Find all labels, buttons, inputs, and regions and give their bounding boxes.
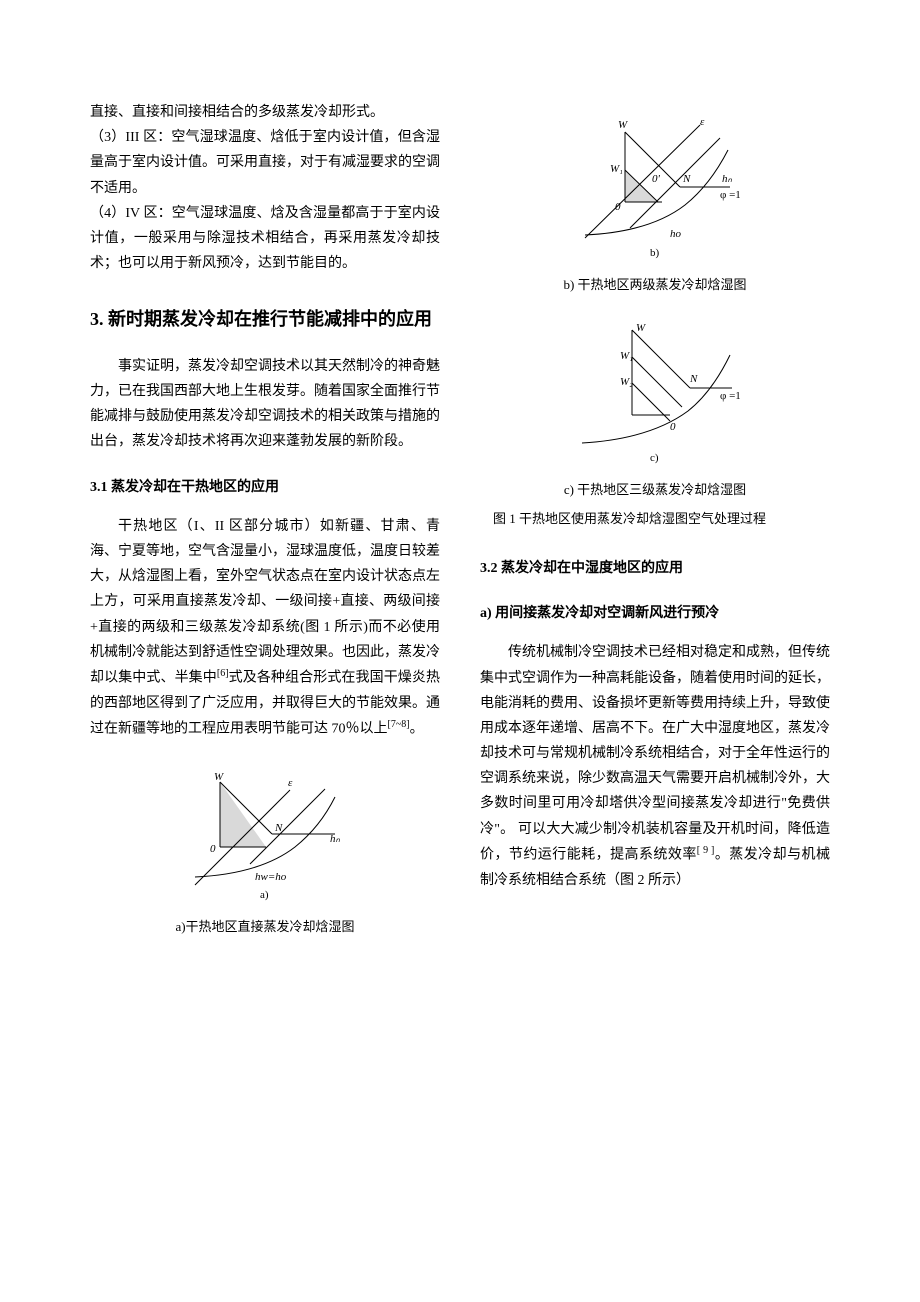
ref-9: [ 9 ] bbox=[697, 845, 715, 856]
para-multi-stage: 直接、直接和间接相结合的多级蒸发冷却形式。 bbox=[90, 100, 440, 125]
psychrometric-diagram-b-icon: W W₁ 0 0' N ε φ =100% hₙ ho b) bbox=[570, 110, 740, 269]
svg-text:φ =100%: φ =100% bbox=[720, 390, 740, 402]
svg-text:N: N bbox=[682, 173, 691, 185]
section-3-1-heading: 3.1 蒸发冷却在干热地区的应用 bbox=[90, 475, 440, 500]
svg-text:c): c) bbox=[650, 452, 659, 464]
section-3-2-heading: 3.2 蒸发冷却在中湿度地区的应用 bbox=[480, 556, 830, 581]
para-zone3: （3）III 区：空气湿球温度、焓低于室内设计值，但含湿量高于室内设计值。可采用… bbox=[90, 125, 440, 201]
svg-text:W₁: W₁ bbox=[620, 350, 633, 362]
svg-text:φ =100%: φ =100% bbox=[720, 189, 740, 201]
svg-text:W₁: W₁ bbox=[610, 163, 623, 175]
section-3-heading: 3. 新时期蒸发冷却在推行节能减排中的应用 bbox=[90, 300, 440, 340]
figure-a-caption: a)干热地区直接蒸发冷却焓湿图 bbox=[90, 915, 440, 938]
svg-text:0': 0' bbox=[652, 173, 661, 185]
psychrometric-diagram-a-icon: W N ε 0 hₙ hw=ho a) bbox=[180, 752, 350, 911]
figure-a: W N ε 0 hₙ hw=ho a) bbox=[90, 752, 440, 911]
svg-text:hₙ: hₙ bbox=[722, 173, 733, 185]
svg-text:ε: ε bbox=[288, 777, 293, 789]
figure-c-caption: c) 干热地区三级蒸发冷却焓湿图 bbox=[480, 478, 830, 501]
para-intro-3: 事实证明，蒸发冷却空调技术以其天然制冷的神奇魅力，已在我国西部大地上生根发芽。随… bbox=[90, 354, 440, 455]
svg-text:0: 0 bbox=[615, 201, 621, 213]
svg-text:hw=ho: hw=ho bbox=[255, 871, 287, 883]
ref-6: [6] bbox=[217, 668, 229, 679]
svg-text:0: 0 bbox=[670, 421, 676, 433]
svg-text:N: N bbox=[274, 822, 283, 834]
svg-text:ε: ε bbox=[700, 116, 705, 128]
para-3-2-a-text: 传统机械制冷空调技术已经相对稳定和成熟，但传统集中式空调作为一种高耗能设备，随着… bbox=[480, 645, 830, 862]
svg-text:N: N bbox=[689, 373, 698, 385]
ref-7-8: [7~8] bbox=[388, 719, 410, 730]
svg-text:W: W bbox=[636, 322, 646, 334]
svg-text:ho: ho bbox=[670, 228, 682, 240]
psychrometric-diagram-c-icon: W W₁ W₂ N φ =100% 0 c) bbox=[570, 315, 740, 474]
para-3-2-a: 传统机械制冷空调技术已经相对稳定和成熟，但传统集中式空调作为一种高耗能设备，随着… bbox=[480, 640, 830, 893]
svg-text:0: 0 bbox=[210, 843, 216, 855]
para-3-1-a: 干热地区（I、II 区部分城市）如新疆、甘肃、青海、宁夏等地，空气含湿量小，湿球… bbox=[90, 519, 440, 686]
para-zone4: （4）IV 区：空气湿球温度、焓及含湿量都高于于室内设计值，一般采用与除湿技术相… bbox=[90, 201, 440, 277]
right-column: W W₁ 0 0' N ε φ =100% hₙ ho b) b) 干热地区两级… bbox=[480, 100, 830, 946]
section-3-2-a-heading: a) 用间接蒸发冷却对空调新风进行预冷 bbox=[480, 601, 830, 626]
svg-text:W: W bbox=[618, 119, 628, 131]
figure-b: W W₁ 0 0' N ε φ =100% hₙ ho b) bbox=[480, 110, 830, 269]
svg-text:W₂: W₂ bbox=[620, 376, 633, 388]
para-3-1-c: 。 bbox=[410, 722, 424, 737]
para-3-1: 干热地区（I、II 区部分城市）如新疆、甘肃、青海、宁夏等地，空气含湿量小，湿球… bbox=[90, 514, 440, 742]
left-column: 直接、直接和间接相结合的多级蒸发冷却形式。 （3）III 区：空气湿球温度、焓低… bbox=[90, 100, 440, 946]
svg-text:a): a) bbox=[260, 889, 269, 901]
figure-1-main-caption: 图 1 干热地区使用蒸发冷却焓湿图空气处理过程 bbox=[480, 509, 830, 530]
figure-b-caption: b) 干热地区两级蒸发冷却焓湿图 bbox=[480, 273, 830, 296]
svg-text:W: W bbox=[214, 771, 224, 783]
svg-text:hₙ: hₙ bbox=[330, 833, 341, 845]
figure-c: W W₁ W₂ N φ =100% 0 c) bbox=[480, 315, 830, 474]
svg-text:b): b) bbox=[650, 247, 660, 259]
